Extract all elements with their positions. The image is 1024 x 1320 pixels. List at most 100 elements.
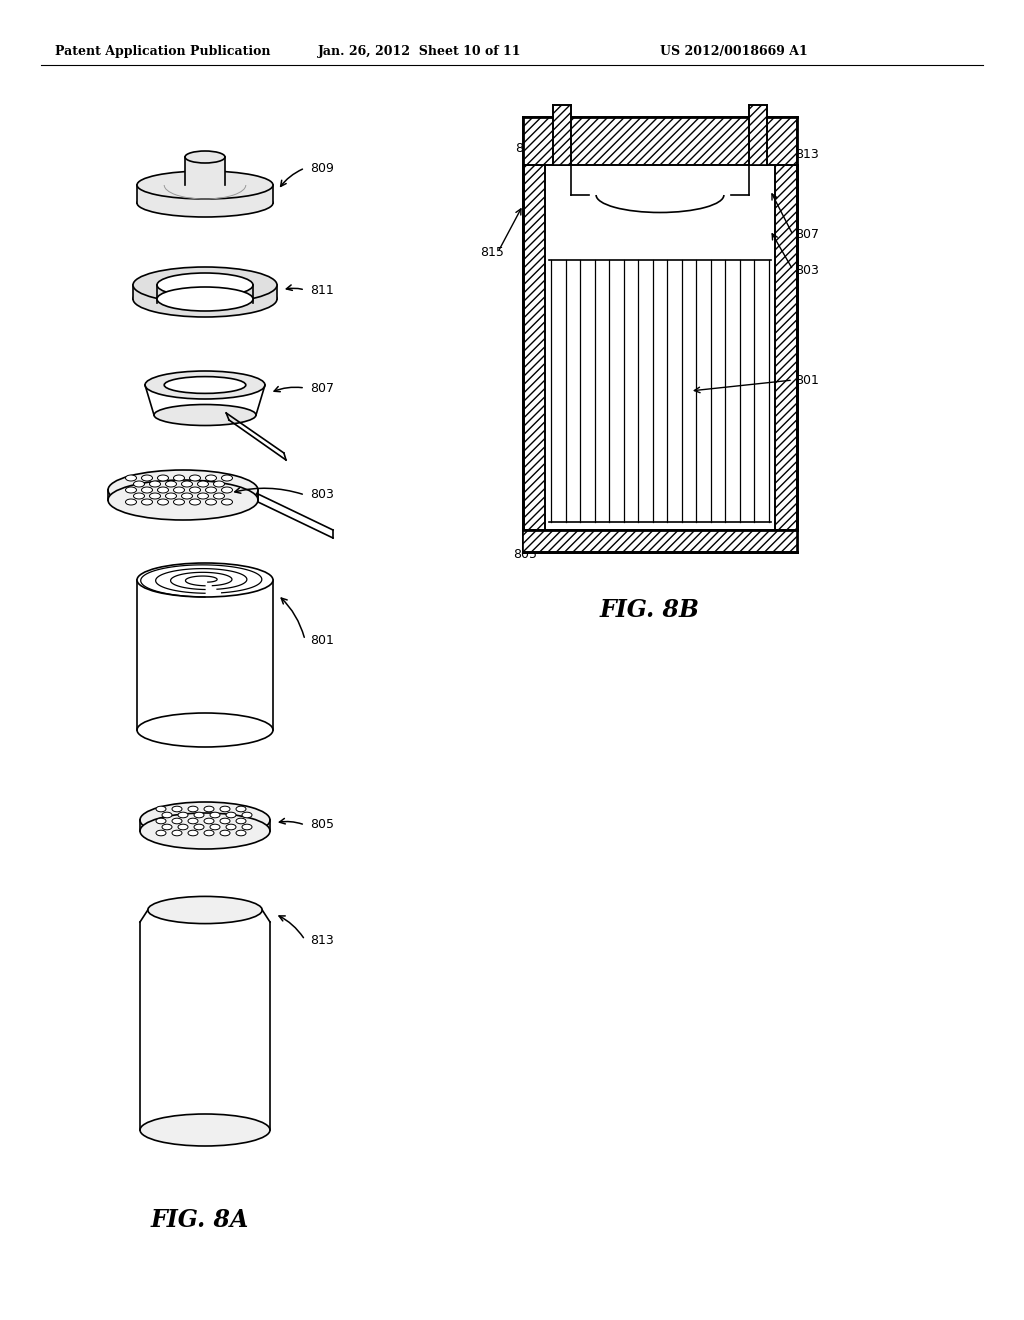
Ellipse shape <box>108 480 258 520</box>
Ellipse shape <box>172 807 182 812</box>
Ellipse shape <box>188 818 198 824</box>
Text: 805: 805 <box>513 549 537 561</box>
Ellipse shape <box>181 480 193 487</box>
Ellipse shape <box>126 475 136 480</box>
Text: 813: 813 <box>795 149 819 161</box>
Ellipse shape <box>213 480 224 487</box>
Ellipse shape <box>173 475 184 480</box>
Ellipse shape <box>172 818 182 824</box>
Ellipse shape <box>220 807 230 812</box>
Ellipse shape <box>156 830 166 836</box>
Bar <box>553 106 571 165</box>
Ellipse shape <box>166 492 176 499</box>
Ellipse shape <box>236 807 246 812</box>
Ellipse shape <box>188 807 198 812</box>
Ellipse shape <box>126 499 136 506</box>
Ellipse shape <box>172 830 182 836</box>
Ellipse shape <box>210 824 220 830</box>
Ellipse shape <box>140 803 270 838</box>
Text: 815: 815 <box>480 246 504 259</box>
Ellipse shape <box>166 480 176 487</box>
Ellipse shape <box>206 499 216 506</box>
Ellipse shape <box>189 487 201 492</box>
Ellipse shape <box>147 896 262 924</box>
Ellipse shape <box>226 812 236 818</box>
Ellipse shape <box>145 371 265 399</box>
Ellipse shape <box>194 824 204 830</box>
Text: FIG. 8A: FIG. 8A <box>151 1208 249 1232</box>
Ellipse shape <box>236 818 246 824</box>
Ellipse shape <box>226 824 236 830</box>
Ellipse shape <box>137 172 273 199</box>
Ellipse shape <box>220 818 230 824</box>
Ellipse shape <box>162 812 172 818</box>
Bar <box>523 531 797 552</box>
Ellipse shape <box>189 475 201 480</box>
Text: 803: 803 <box>310 488 334 502</box>
Ellipse shape <box>158 487 169 492</box>
Bar <box>775 165 797 531</box>
Ellipse shape <box>178 812 188 818</box>
Ellipse shape <box>133 267 278 304</box>
Ellipse shape <box>158 499 169 506</box>
Ellipse shape <box>150 480 161 487</box>
Ellipse shape <box>213 492 224 499</box>
Bar <box>523 531 797 552</box>
Text: 803: 803 <box>795 264 819 276</box>
Text: 811: 811 <box>515 141 539 154</box>
Ellipse shape <box>164 376 246 393</box>
Text: US 2012/0018669 A1: US 2012/0018669 A1 <box>660 45 808 58</box>
Ellipse shape <box>204 830 214 836</box>
Ellipse shape <box>154 404 256 425</box>
Ellipse shape <box>181 492 193 499</box>
Ellipse shape <box>108 470 258 510</box>
Text: 813: 813 <box>310 933 334 946</box>
Ellipse shape <box>206 487 216 492</box>
Text: 811: 811 <box>310 284 334 297</box>
Bar <box>185 157 225 185</box>
Ellipse shape <box>157 286 253 312</box>
Ellipse shape <box>188 830 198 836</box>
Ellipse shape <box>137 713 273 747</box>
Ellipse shape <box>137 189 273 216</box>
Ellipse shape <box>221 499 232 506</box>
Text: 809: 809 <box>620 139 644 152</box>
Ellipse shape <box>178 824 188 830</box>
Ellipse shape <box>141 475 153 480</box>
Ellipse shape <box>150 492 161 499</box>
Ellipse shape <box>242 812 252 818</box>
Ellipse shape <box>221 475 232 480</box>
Text: 801: 801 <box>795 374 819 387</box>
Ellipse shape <box>220 830 230 836</box>
Ellipse shape <box>173 499 184 506</box>
Ellipse shape <box>126 487 136 492</box>
Ellipse shape <box>221 487 232 492</box>
Ellipse shape <box>133 492 144 499</box>
Ellipse shape <box>133 281 278 317</box>
Text: 809: 809 <box>310 161 334 174</box>
Ellipse shape <box>189 499 201 506</box>
Ellipse shape <box>140 813 270 849</box>
Text: Jan. 26, 2012  Sheet 10 of 11: Jan. 26, 2012 Sheet 10 of 11 <box>318 45 522 58</box>
Text: FIG. 8B: FIG. 8B <box>600 598 700 622</box>
Bar <box>133 285 278 300</box>
Ellipse shape <box>137 564 273 597</box>
Text: Patent Application Publication: Patent Application Publication <box>55 45 270 58</box>
Ellipse shape <box>194 812 204 818</box>
Ellipse shape <box>198 492 209 499</box>
Ellipse shape <box>204 818 214 824</box>
Ellipse shape <box>162 824 172 830</box>
Ellipse shape <box>133 480 144 487</box>
Ellipse shape <box>141 499 153 506</box>
Bar <box>523 117 797 165</box>
Text: 801: 801 <box>310 634 334 647</box>
Ellipse shape <box>204 807 214 812</box>
Ellipse shape <box>198 480 209 487</box>
Text: 807: 807 <box>795 228 819 242</box>
Ellipse shape <box>210 812 220 818</box>
Bar <box>749 106 767 165</box>
Bar <box>523 165 545 531</box>
Ellipse shape <box>141 487 153 492</box>
Ellipse shape <box>236 830 246 836</box>
Ellipse shape <box>156 818 166 824</box>
